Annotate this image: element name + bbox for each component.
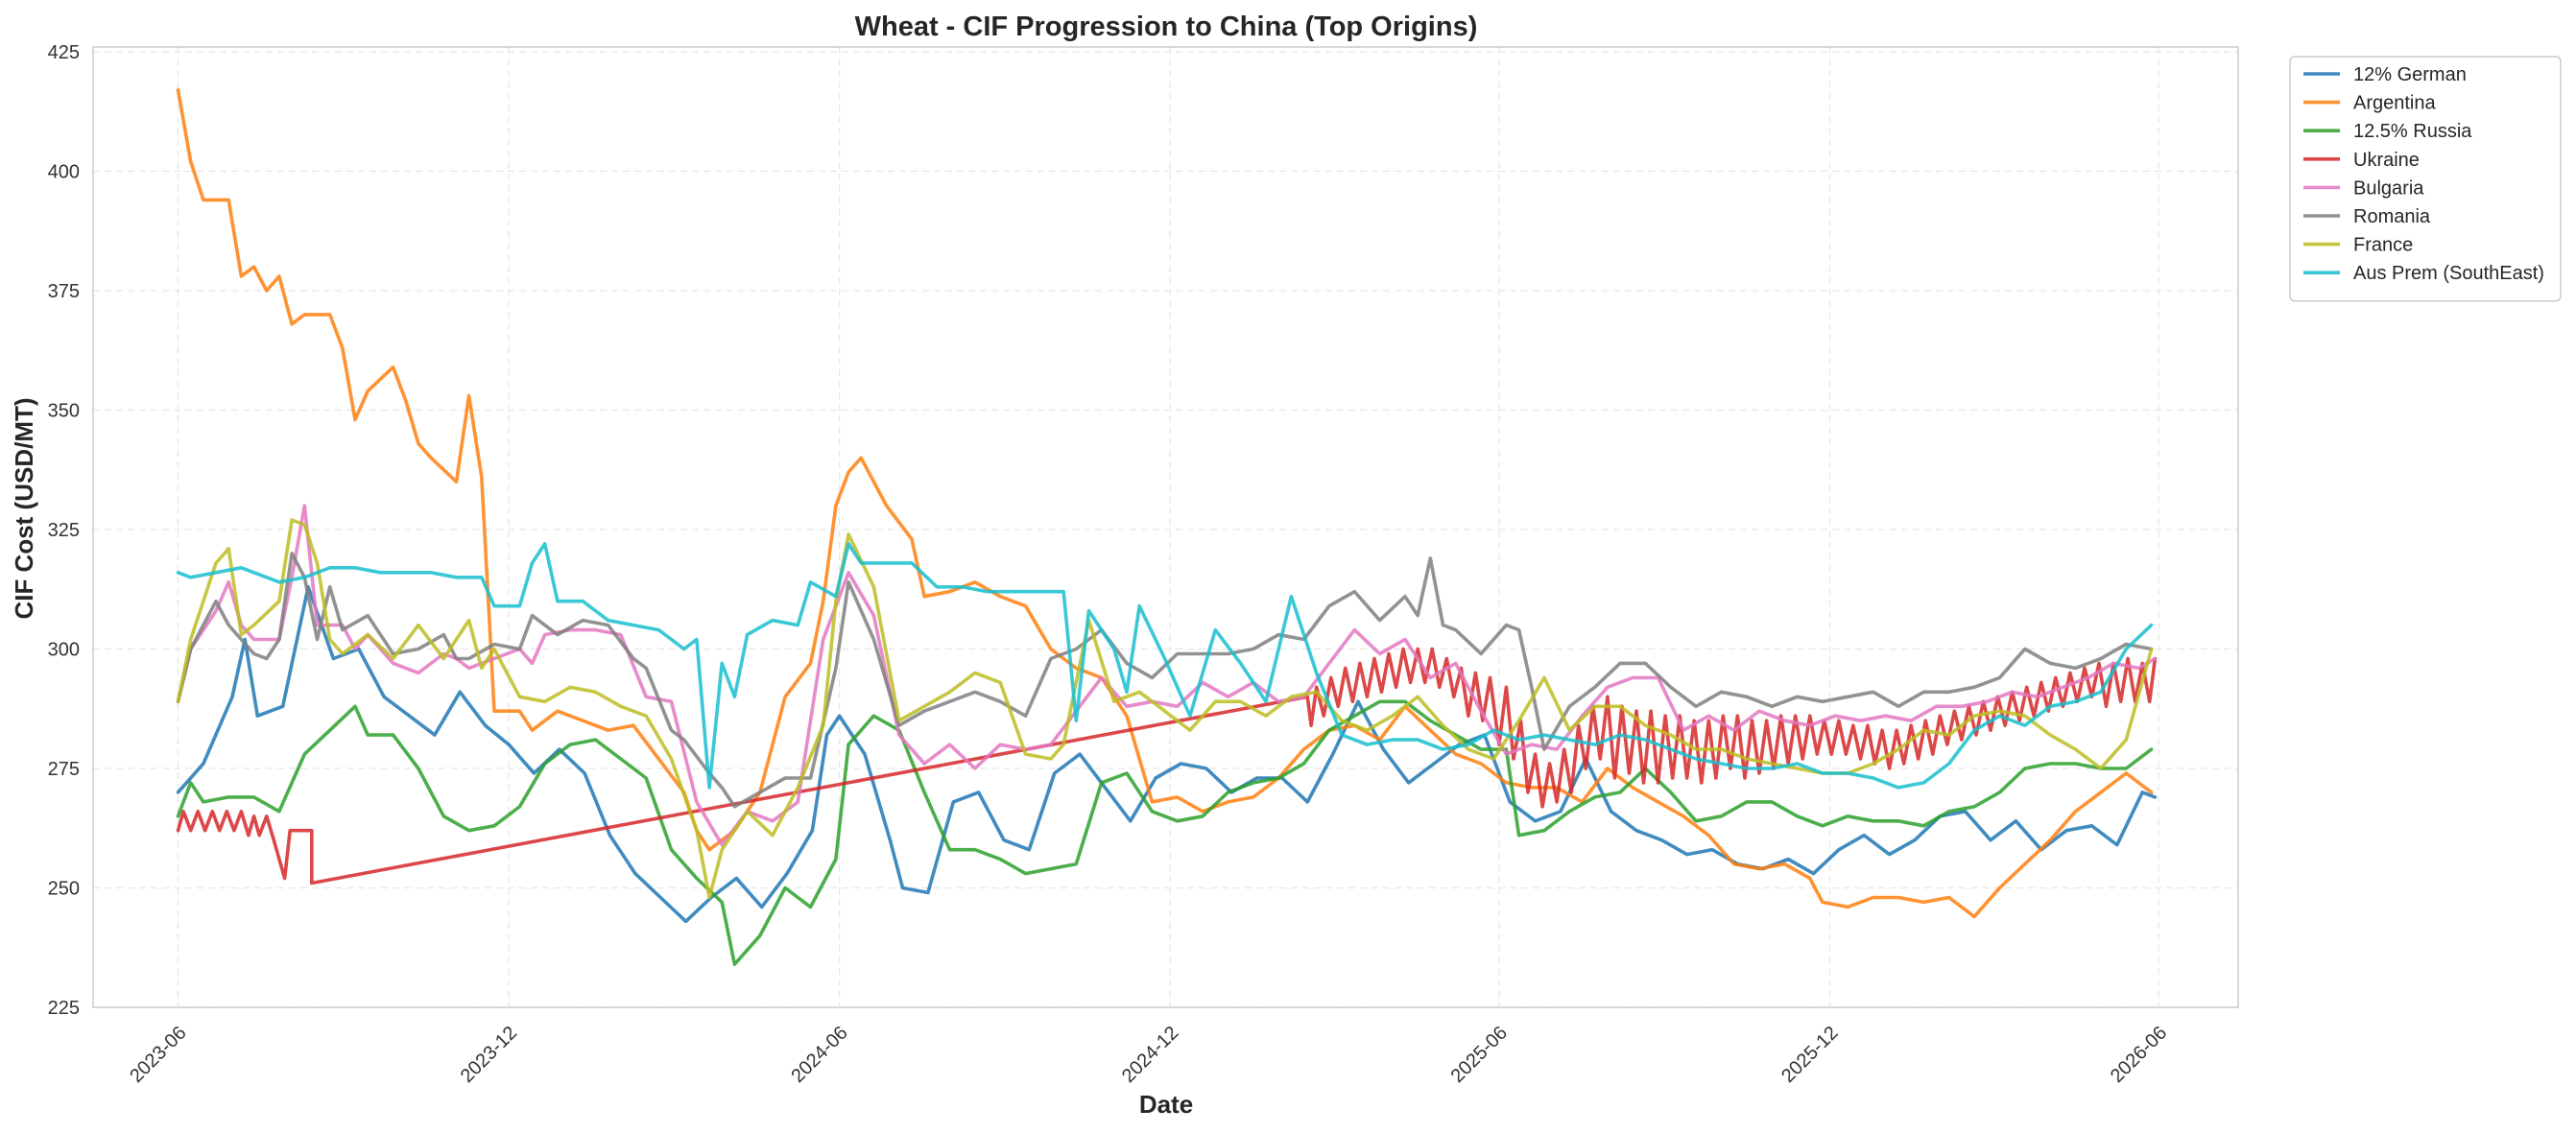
series-line-12-5-russia bbox=[176, 699, 2154, 966]
x-tick-label: 2026-06 bbox=[2107, 1023, 2171, 1087]
y-tick-label: 425 bbox=[48, 42, 80, 63]
y-axis-label: CIF Cost (USD/MT) bbox=[10, 397, 38, 619]
series-line-aus-prem-southeast bbox=[176, 542, 2154, 790]
legend-entry-label: France bbox=[2353, 235, 2413, 256]
chart-title: Wheat - CIF Progression to China (Top Or… bbox=[855, 12, 1478, 42]
legend: 12% German Argentina 12.5% Russia Ukraine Bu… bbox=[2289, 56, 2562, 302]
x-tick-label: 2024-06 bbox=[787, 1023, 851, 1087]
x-tick-label: 2025-06 bbox=[1447, 1023, 1512, 1087]
series-line-argentina bbox=[176, 88, 2154, 919]
x-axis-ticks: 2023-06 2023-12 2024-06 2024-12 2025-06 2025-… bbox=[126, 1023, 2171, 1087]
y-tick-label: 225 bbox=[48, 998, 80, 1019]
legend-entry-label: Romania bbox=[2353, 206, 2431, 227]
series-line-ukraine bbox=[176, 647, 2158, 885]
grid-lines bbox=[93, 47, 2238, 1008]
x-axis-label: Date bbox=[1139, 1090, 1193, 1119]
series-line-bulgaria bbox=[176, 504, 2158, 847]
y-tick-label: 350 bbox=[48, 400, 80, 421]
plot-area-frame bbox=[92, 46, 2239, 1008]
legend-entry-label: Argentina bbox=[2353, 93, 2436, 114]
legend-entry-label: 12% German bbox=[2353, 64, 2467, 85]
y-tick-label: 375 bbox=[48, 281, 80, 302]
legend-entry-label: Bulgaria bbox=[2353, 177, 2424, 199]
x-tick-label: 2024-12 bbox=[1118, 1023, 1182, 1087]
y-tick-label: 250 bbox=[48, 878, 80, 899]
legend-entry-label: 12.5% Russia bbox=[2353, 121, 2472, 142]
legend-entry-label: Aus Prem (SouthEast) bbox=[2353, 263, 2544, 284]
series-layer bbox=[176, 88, 2158, 966]
y-tick-label: 400 bbox=[48, 161, 80, 182]
legend-frame bbox=[2289, 56, 2562, 302]
y-tick-label: 300 bbox=[48, 639, 80, 660]
x-tick-label: 2023-06 bbox=[126, 1023, 190, 1087]
legend-entry-label: Ukraine bbox=[2353, 150, 2420, 171]
y-axis-ticks: 225 250 275 300 325 350 375 400 425 bbox=[48, 42, 80, 1019]
x-tick-label: 2023-12 bbox=[457, 1023, 521, 1087]
y-tick-label: 275 bbox=[48, 759, 80, 780]
x-tick-label: 2025-12 bbox=[1777, 1023, 1842, 1087]
y-tick-label: 325 bbox=[48, 520, 80, 541]
